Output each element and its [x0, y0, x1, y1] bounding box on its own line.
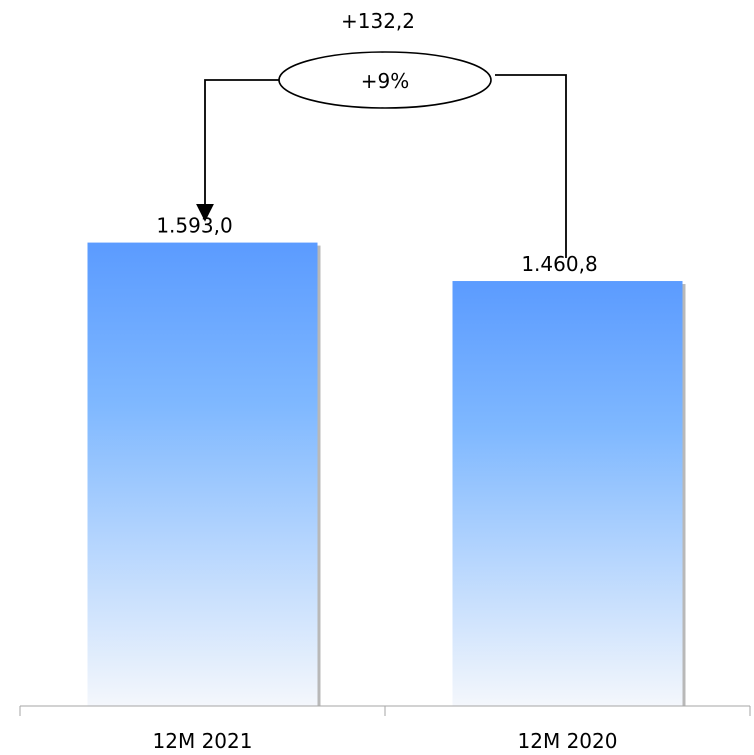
comparison-arrow-left	[196, 79, 282, 222]
labels-layer: 1.593,0 12M 2021 1.460,8 12M 2020	[153, 214, 618, 753]
bar-12m-2021	[87, 242, 318, 706]
percent-change-ellipse	[278, 51, 492, 109]
percent-change-label: +9%	[361, 69, 410, 93]
bar-12m-2020	[452, 281, 683, 706]
comparison-connector-right	[495, 74, 567, 258]
bar-value-label: 1.593,0	[156, 214, 232, 238]
bars-layer	[87, 242, 686, 706]
difference-label: +132,2	[341, 9, 415, 33]
bar-value-label: 1.460,8	[521, 252, 597, 276]
category-tick-label: 12M 2021	[153, 729, 253, 753]
category-tick-label: 12M 2020	[518, 729, 618, 753]
